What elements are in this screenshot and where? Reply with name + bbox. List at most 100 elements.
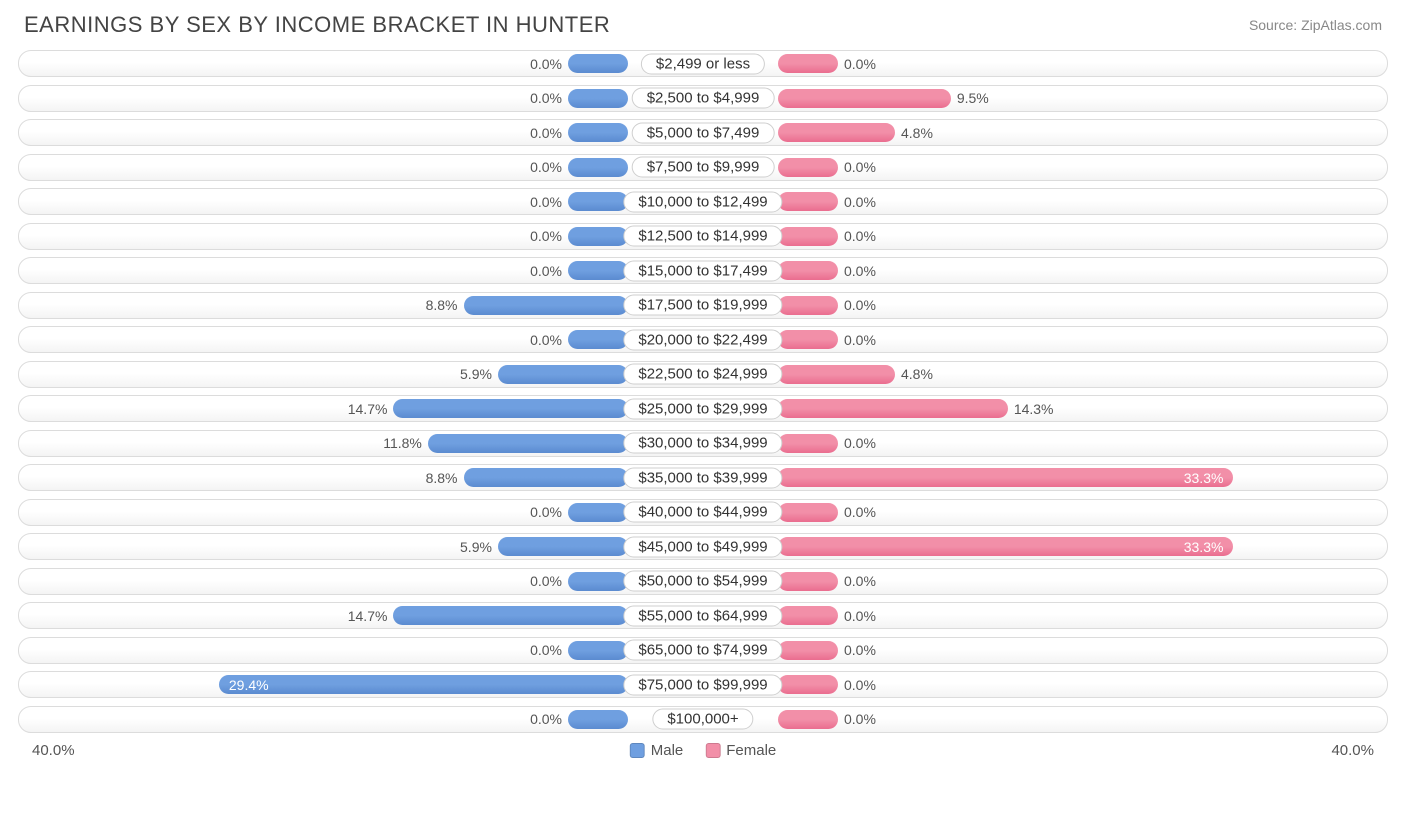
bracket-label: $65,000 to $74,999	[623, 640, 782, 661]
bar-female	[778, 54, 838, 73]
bar-male	[568, 158, 628, 177]
bar-female	[778, 123, 895, 142]
bracket-label: $2,499 or less	[641, 53, 765, 74]
value-female: 0.0%	[844, 711, 876, 727]
bar-female	[778, 641, 838, 660]
bar-female	[778, 330, 838, 349]
value-male: 0.0%	[530, 642, 562, 658]
chart-row: 14.7%14.3%$25,000 to $29,999	[18, 395, 1388, 422]
value-female: 0.0%	[844, 159, 876, 175]
chart-row: 11.8%0.0%$30,000 to $34,999	[18, 430, 1388, 457]
bar-female	[778, 158, 838, 177]
value-male: 5.9%	[460, 366, 492, 382]
bracket-label: $15,000 to $17,499	[623, 260, 782, 281]
chart-row: 0.0%0.0%$100,000+	[18, 706, 1388, 733]
bar-female	[778, 606, 838, 625]
bracket-label: $50,000 to $54,999	[623, 571, 782, 592]
value-female: 0.0%	[844, 297, 876, 313]
chart-area: 0.0%0.0%$2,499 or less0.0%9.5%$2,500 to …	[0, 46, 1406, 733]
bracket-label: $55,000 to $64,999	[623, 605, 782, 626]
value-female: 0.0%	[844, 56, 876, 72]
bar-male	[568, 192, 628, 211]
chart-row: 0.0%9.5%$2,500 to $4,999	[18, 85, 1388, 112]
value-male: 0.0%	[530, 159, 562, 175]
chart-row: 0.0%0.0%$12,500 to $14,999	[18, 223, 1388, 250]
value-female: 4.8%	[901, 366, 933, 382]
legend-label-female: Female	[726, 742, 776, 759]
chart-row: 0.0%0.0%$7,500 to $9,999	[18, 154, 1388, 181]
chart-row: 0.0% 0.0% $40,000 to $44,999	[18, 499, 1388, 526]
value-male: 0.0%	[530, 504, 562, 520]
value-male: 0.0%	[530, 332, 562, 348]
value-male: 8.8%	[426, 470, 458, 486]
value-female: 0.0%	[844, 263, 876, 279]
chart-header: EARNINGS BY SEX BY INCOME BRACKET IN HUN…	[0, 0, 1406, 46]
value-female: 0.0%	[844, 573, 876, 589]
bar-male	[568, 227, 628, 246]
legend-item-female: Female	[705, 742, 776, 759]
bracket-label: $20,000 to $22,499	[623, 329, 782, 350]
chart-row: 0.0% 0.0% $50,000 to $54,999	[18, 568, 1388, 595]
bar-male	[568, 54, 628, 73]
bracket-label: $30,000 to $34,999	[623, 433, 782, 454]
value-male: 11.8%	[383, 435, 422, 451]
bar-female	[778, 89, 951, 108]
chart-row: 0.0% 0.0% $10,000 to $12,499	[18, 188, 1388, 215]
value-male: 0.0%	[530, 263, 562, 279]
value-female: 9.5%	[957, 90, 989, 106]
value-male: 8.8%	[426, 297, 458, 313]
bar-male	[393, 606, 628, 625]
chart-row: 0.0% 0.0% $65,000 to $74,999	[18, 637, 1388, 664]
value-female: 4.8%	[901, 125, 933, 141]
bracket-label: $22,500 to $24,999	[623, 364, 782, 385]
bar-male	[464, 468, 629, 487]
value-female: 0.0%	[844, 642, 876, 658]
chart-source: Source: ZipAtlas.com	[1249, 17, 1382, 33]
bracket-label: $35,000 to $39,999	[623, 467, 782, 488]
bar-male	[568, 89, 628, 108]
bar-female	[778, 399, 1008, 418]
value-male: 0.0%	[530, 90, 562, 106]
value-male: 14.7%	[348, 608, 388, 624]
bracket-label: $17,500 to $19,999	[623, 295, 782, 316]
bar-male	[498, 365, 628, 384]
chart-row: 0.0% 0.0% $15,000 to $17,499	[18, 257, 1388, 284]
chart-row: 8.8% 0.0% $17,500 to $19,999	[18, 292, 1388, 319]
swatch-male	[630, 743, 645, 758]
value-female: 0.0%	[844, 504, 876, 520]
legend-label-male: Male	[651, 742, 684, 759]
chart-title: EARNINGS BY SEX BY INCOME BRACKET IN HUN…	[24, 12, 610, 38]
bar-female	[778, 192, 838, 211]
value-male: 0.0%	[530, 56, 562, 72]
chart-row: 0.0%4.8%$5,000 to $7,499	[18, 119, 1388, 146]
value-female: 0.0%	[844, 194, 876, 210]
value-female: 33.3%	[1184, 470, 1224, 486]
value-male: 0.0%	[530, 573, 562, 589]
bar-female	[778, 365, 895, 384]
bar-female	[778, 468, 1233, 487]
value-female: 33.3%	[1184, 539, 1224, 555]
axis-left-max: 40.0%	[32, 742, 75, 759]
bar-male	[498, 537, 628, 556]
chart-row: 0.0%0.0%$20,000 to $22,499	[18, 326, 1388, 353]
bar-male	[568, 330, 628, 349]
value-male: 0.0%	[530, 228, 562, 244]
value-male: 0.0%	[530, 194, 562, 210]
bar-male	[568, 710, 628, 729]
bracket-label: $40,000 to $44,999	[623, 502, 782, 523]
bar-female	[778, 572, 838, 591]
bar-female	[778, 537, 1233, 556]
legend: Male Female	[630, 742, 777, 759]
chart-row: 8.8% 33.3% $35,000 to $39,999	[18, 464, 1388, 491]
value-male: 0.0%	[530, 711, 562, 727]
bar-male	[568, 261, 628, 280]
bar-male	[428, 434, 628, 453]
value-male: 29.4%	[229, 677, 269, 693]
value-male: 14.7%	[348, 401, 388, 417]
bracket-label: $25,000 to $29,999	[623, 398, 782, 419]
bracket-label: $45,000 to $49,999	[623, 536, 782, 557]
bracket-label: $10,000 to $12,499	[623, 191, 782, 212]
bracket-label: $5,000 to $7,499	[632, 122, 775, 143]
bar-male	[568, 641, 628, 660]
bracket-label: $75,000 to $99,999	[623, 674, 782, 695]
